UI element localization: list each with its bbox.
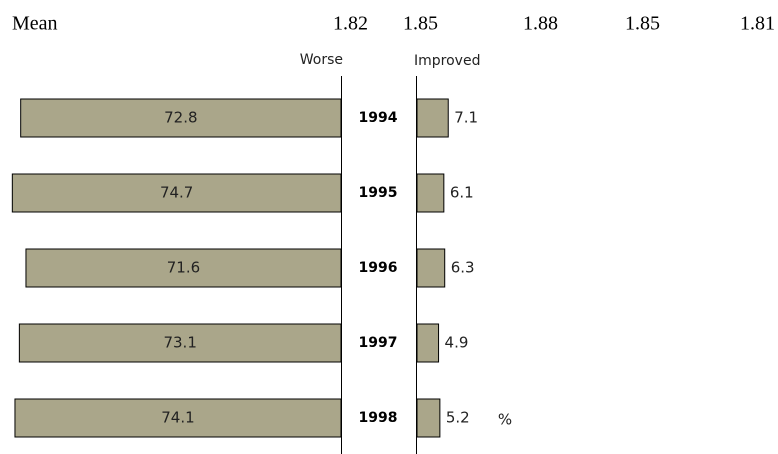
worse-header: Worse — [300, 52, 343, 68]
improved-label: 4.9 — [445, 334, 469, 352]
improved-bar — [416, 173, 445, 213]
mean-value: 1.85 — [403, 13, 438, 35]
mean-value: 1.88 — [523, 13, 558, 35]
year-label: 1998 — [359, 410, 398, 426]
worse-label: 74.1 — [161, 409, 194, 427]
year-label: 1994 — [359, 110, 398, 126]
improved-bar — [416, 323, 440, 363]
worse-bar — [11, 173, 342, 213]
worse-bar — [18, 323, 342, 363]
mean-label: Mean — [12, 13, 58, 35]
year-label: 1995 — [359, 185, 398, 201]
worse-bar — [25, 248, 342, 288]
improved-bar — [416, 398, 441, 438]
improved-label: 5.2 — [446, 409, 470, 427]
worse-bar — [14, 398, 342, 438]
worse-label: 71.6 — [167, 259, 200, 277]
worse-label: 74.7 — [160, 184, 193, 202]
improved-bar — [416, 248, 446, 288]
year-label: 1997 — [359, 335, 398, 351]
worse-label: 73.1 — [163, 334, 196, 352]
improved-label: 6.1 — [450, 184, 474, 202]
mean-value: 1.82 — [333, 13, 368, 35]
year-label: 1996 — [359, 260, 398, 276]
worse-label: 72.8 — [164, 109, 197, 127]
improved-bar — [416, 98, 449, 138]
mean-value: 1.85 — [625, 13, 660, 35]
unit-label: % — [498, 411, 512, 429]
worse-bar — [20, 98, 342, 138]
mean-value: 1.81 — [740, 13, 775, 35]
improved-header: Improved — [414, 53, 480, 69]
improved-label: 6.3 — [451, 259, 475, 277]
improved-label: 7.1 — [454, 109, 478, 127]
